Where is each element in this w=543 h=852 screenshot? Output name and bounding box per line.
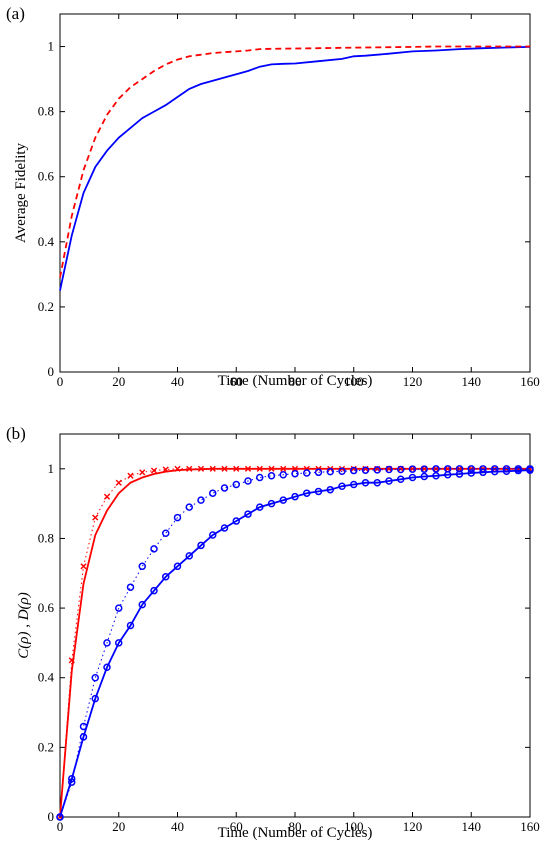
chart-b-series-1-point (116, 480, 121, 485)
chart-b-ytick-label: 1 (48, 461, 55, 476)
chart-b-series-3-point (257, 475, 263, 481)
chart-a-ytick-label: 0.4 (38, 234, 55, 249)
chart-a-series-0-line (60, 47, 530, 291)
chart-b-xtick-label: 140 (462, 819, 482, 834)
chart-a-ytick-label: 0 (48, 364, 55, 379)
chart-b-series-2-line (60, 470, 530, 817)
chart-a-xtick-label: 0 (57, 374, 64, 389)
chart-b-series-3-point (222, 485, 228, 491)
chart-a-xtick-label: 160 (520, 374, 540, 389)
chart-b-ytick-label: 0 (48, 809, 55, 824)
chart-a-xtick-label: 20 (112, 374, 125, 389)
chart-b-ytick-label: 0.6 (38, 600, 55, 615)
chart-b-series-3-point (139, 563, 145, 569)
chart-b-series-3-point (233, 481, 239, 487)
chart-b-series-3-point (128, 584, 134, 590)
chart-b-xtick-label: 20 (112, 819, 125, 834)
chart-a-ytick-label: 1 (48, 39, 55, 54)
chart-b-ytick-label: 0.2 (38, 739, 54, 754)
chart-a-ytick-label: 0.8 (38, 104, 54, 119)
chart-b-series-1-point (128, 473, 133, 478)
chart-b-series-3-point (163, 530, 169, 536)
chart-b-xtick-label: 160 (520, 819, 540, 834)
chart-b-series-1-point (104, 494, 109, 499)
chart-b-series-1-point (81, 564, 86, 569)
chart-a-xtick-label: 140 (462, 374, 482, 389)
chart-b-series-3-point (198, 497, 204, 503)
chart-b-series-1-line (60, 469, 530, 817)
chart-a-ytick-label: 0.2 (38, 299, 54, 314)
chart-a-axes-frame (60, 14, 530, 372)
chart-a-xtick-label: 40 (171, 374, 184, 389)
chart-b-xlabel: Time (Number of Cycles) (218, 825, 373, 841)
chart-b-series-0-line (60, 469, 530, 817)
chart-b-ytick-label: 0.4 (38, 670, 55, 685)
chart-b-series-3-point (304, 470, 310, 476)
chart-b-xtick-label: 0 (57, 819, 64, 834)
chart-a-xtick-label: 120 (403, 374, 423, 389)
chart-b-series-1-point (140, 470, 145, 475)
chart-b-xtick-label: 120 (403, 819, 423, 834)
chart-a-ytick-label: 0.6 (38, 169, 55, 184)
chart-b-series-1-point (93, 515, 98, 520)
chart-b-series-3-point (186, 504, 192, 510)
chart-b-xtick-label: 40 (171, 819, 184, 834)
chart-b-series-3-point (210, 490, 216, 496)
chart-a-xlabel: Time (Number of Cycles) (218, 373, 373, 389)
chart-a-series-1-line (60, 47, 530, 278)
chart-b-ylabel: C(ρ) , D(ρ) (16, 592, 32, 658)
chart-b-series-3-line (60, 469, 530, 817)
chart-b-series-3-point (92, 675, 98, 681)
chart-b-series-3-point (151, 546, 157, 552)
chart-a-ylabel: Average Fidelity (13, 142, 29, 243)
chart-b-ytick-label: 0.8 (38, 530, 54, 545)
